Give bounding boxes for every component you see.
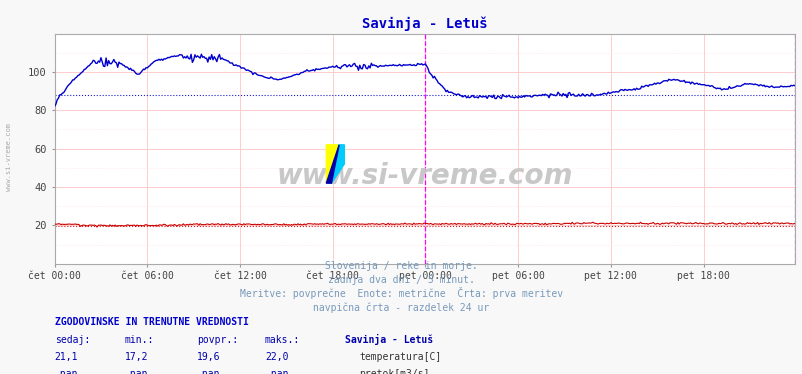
Text: pretok[m3/s]: pretok[m3/s] [358, 369, 429, 374]
Text: -nan: -nan [196, 369, 220, 374]
Text: zadnja dva dni / 5 minut.: zadnja dva dni / 5 minut. [328, 275, 474, 285]
Text: 17,2: 17,2 [124, 352, 148, 362]
Text: -nan: -nan [55, 369, 78, 374]
Text: Meritve: povprečne  Enote: metrične  Črta: prva meritev: Meritve: povprečne Enote: metrične Črta:… [240, 287, 562, 299]
Text: temperatura[C]: temperatura[C] [358, 352, 440, 362]
Text: -nan: -nan [265, 369, 288, 374]
Polygon shape [331, 145, 344, 183]
Text: min.:: min.: [124, 335, 154, 345]
Text: navpična črta - razdelek 24 ur: navpična črta - razdelek 24 ur [313, 303, 489, 313]
Text: -nan: -nan [124, 369, 148, 374]
Polygon shape [326, 145, 338, 183]
Text: maks.:: maks.: [265, 335, 300, 345]
Text: povpr.:: povpr.: [196, 335, 237, 345]
Text: www.si-vreme.com: www.si-vreme.com [276, 162, 573, 190]
Text: sedaj:: sedaj: [55, 335, 90, 345]
Text: ZGODOVINSKE IN TRENUTNE VREDNOSTI: ZGODOVINSKE IN TRENUTNE VREDNOSTI [55, 318, 248, 327]
Polygon shape [326, 145, 338, 183]
Text: 19,6: 19,6 [196, 352, 220, 362]
Text: 21,1: 21,1 [55, 352, 78, 362]
Text: www.si-vreme.com: www.si-vreme.com [6, 123, 12, 191]
Text: Slovenija / reke in morje.: Slovenija / reke in morje. [325, 261, 477, 270]
Title: Savinja - Letuš: Savinja - Letuš [362, 16, 487, 31]
Text: Savinja - Letuš: Savinja - Letuš [345, 334, 433, 345]
Text: 22,0: 22,0 [265, 352, 288, 362]
